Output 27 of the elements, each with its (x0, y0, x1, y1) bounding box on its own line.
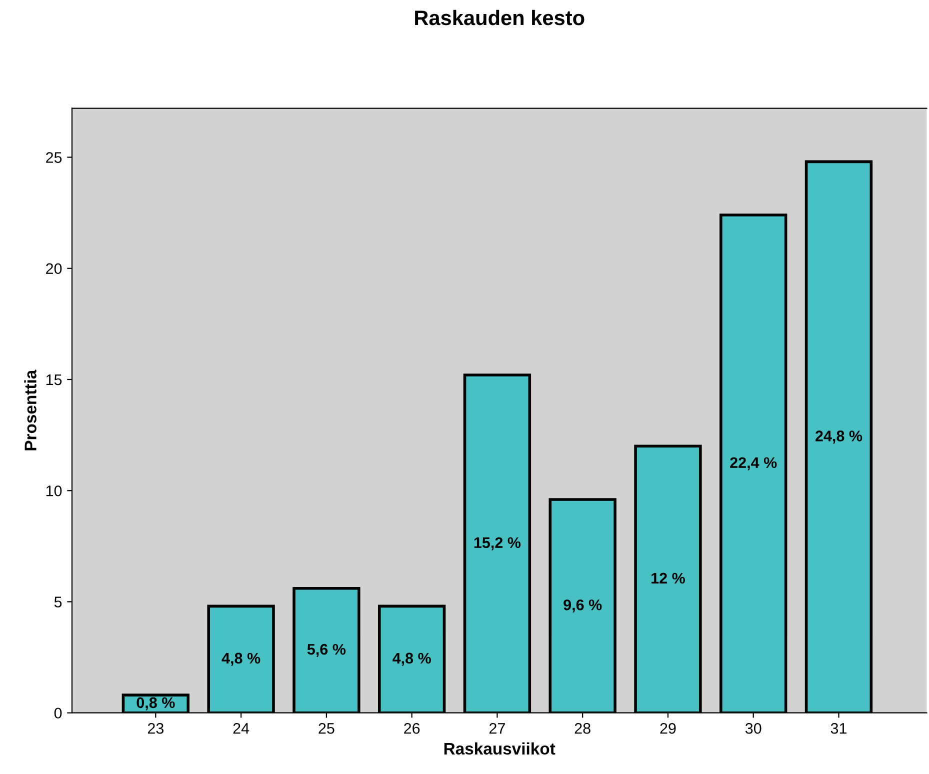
data-label: 15,2 % (474, 537, 521, 550)
chart-title: Raskauden kesto (415, 10, 584, 26)
data-label: 12 % (652, 572, 685, 584)
x-tick-label: 27 (489, 722, 505, 734)
y-tick-label: 0 (54, 708, 62, 719)
x-tick-label: 31 (830, 722, 846, 734)
y-tick-label: 20 (46, 263, 62, 274)
y-tick-label: 5 (54, 596, 62, 608)
data-label: 9,6 % (564, 599, 602, 612)
x-tick-label: 30 (745, 722, 762, 734)
y-tick-label: 15 (46, 374, 62, 386)
x-tick-label: 23 (148, 722, 164, 734)
y-tick-label: 25 (46, 152, 62, 163)
y-tick-label: 10 (46, 485, 62, 496)
data-label: 5,6 % (307, 644, 346, 657)
y-axis-title: Prosenttia (24, 370, 36, 450)
x-tick-label: 29 (660, 722, 676, 734)
data-label: 0,8 % (136, 697, 175, 710)
x-tick-label: 25 (318, 722, 334, 734)
data-label: 4,8 % (392, 652, 431, 666)
x-tick-label: 24 (233, 722, 250, 734)
x-tick-label: 26 (404, 722, 420, 734)
x-tick-label: 28 (574, 722, 590, 734)
data-label: 24,8 % (815, 430, 862, 444)
data-label: 22,4 % (730, 457, 777, 470)
data-label: 4,8 % (222, 652, 260, 666)
x-axis-title: Raskausviikot (444, 742, 556, 755)
